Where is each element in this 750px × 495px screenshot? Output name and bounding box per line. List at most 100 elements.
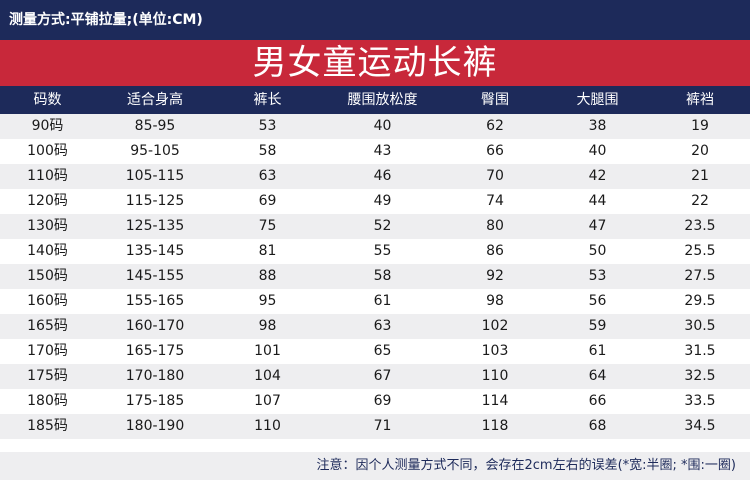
table-cell-pants-length: 81 — [258, 243, 277, 259]
table-cell-crotch: 33.5 — [684, 393, 716, 409]
table-cell-height: 155-165 — [125, 293, 185, 309]
table-cell-size: 110码 — [27, 168, 68, 184]
table-cell-height: 175-185 — [125, 393, 185, 409]
table-cell-size: 160码 — [27, 293, 68, 309]
table-cell-height: 85-95 — [134, 118, 176, 134]
table-cell-size: 90码 — [31, 118, 64, 134]
table-cell-size: 140码 — [27, 243, 68, 259]
table-cell-hip: 62 — [486, 118, 504, 134]
table-row: 150码 145-155 88 58 92 53 27.5 — [0, 264, 750, 289]
table-cell-size: 170码 — [27, 343, 68, 359]
table-cell-height: 180-190 — [125, 418, 185, 434]
table-cell-size: 185码 — [27, 418, 68, 434]
table-cell-height: 170-180 — [125, 368, 185, 384]
table-body: 90码 85-95 53 40 62 38 19 100码 95-105 58 43 66 40 20 11… — [0, 114, 750, 439]
table-row: 185码 180-190 110 71 118 68 34.5 — [0, 414, 750, 439]
table-cell-pants-length: 63 — [258, 168, 277, 184]
table-cell-hip: 118 — [481, 418, 509, 434]
title-banner: 男女童运动长裤 — [0, 40, 750, 86]
table-row: 110码 105-115 63 46 70 42 21 — [0, 164, 750, 189]
table-cell-thigh: 50 — [588, 243, 607, 259]
table-cell-thigh: 56 — [588, 293, 607, 309]
table-cell-hip: 66 — [486, 143, 504, 159]
table-cell-crotch: 22 — [691, 193, 709, 209]
table-cell-crotch: 29.5 — [684, 293, 716, 309]
table-cell-waist-relaxed: 71 — [373, 418, 392, 434]
table-row: 180码 175-185 107 69 114 66 33.5 — [0, 389, 750, 414]
column-header-size: 码数 — [33, 92, 62, 108]
table-cell-hip: 70 — [486, 168, 504, 184]
table-cell-thigh: 53 — [588, 268, 607, 284]
table-row: 170码 165-175 101 65 103 61 31.5 — [0, 339, 750, 364]
table-cell-waist-relaxed: 69 — [373, 393, 392, 409]
table-cell-crotch: 23.5 — [684, 218, 716, 234]
table-cell-pants-length: 88 — [258, 268, 277, 284]
table-cell-hip: 98 — [486, 293, 504, 309]
table-row: 160码 155-165 95 61 98 56 29.5 — [0, 289, 750, 314]
table-cell-crotch: 19 — [691, 118, 709, 134]
table-cell-size: 130码 — [27, 218, 68, 234]
table-cell-pants-length: 58 — [258, 143, 277, 159]
table-cell-hip: 114 — [481, 393, 509, 409]
table-cell-hip: 110 — [481, 368, 509, 384]
table-cell-size: 150码 — [27, 268, 68, 284]
table-row: 165码 160-170 98 63 102 59 30.5 — [0, 314, 750, 339]
table-row: 120码 115-125 69 49 74 44 22 — [0, 189, 750, 214]
table-cell-pants-length: 98 — [258, 318, 277, 334]
column-header-waist-relaxed: 腰围放松度 — [347, 92, 418, 108]
table-cell-thigh: 61 — [588, 343, 607, 359]
table-cell-thigh: 44 — [588, 193, 607, 209]
column-header-pants-length: 裤长 — [253, 92, 282, 108]
table-cell-waist-relaxed: 52 — [373, 218, 392, 234]
table-cell-waist-relaxed: 63 — [373, 318, 392, 334]
table-cell-hip: 92 — [486, 268, 504, 284]
table-cell-height: 135-145 — [125, 243, 185, 259]
table-cell-size: 165码 — [27, 318, 68, 334]
table-cell-pants-length: 110 — [254, 418, 281, 434]
column-header-hip: 臀围 — [481, 92, 509, 108]
error-note-text: 注意：因个人测量方式不同，会存在2cm左右的误差(*宽:半圈; *围:一圈) — [316, 458, 737, 473]
table-cell-pants-length: 107 — [254, 393, 281, 409]
table-cell-waist-relaxed: 61 — [373, 293, 392, 309]
table-cell-thigh: 40 — [588, 143, 607, 159]
table-cell-size: 120码 — [27, 193, 68, 209]
table-cell-thigh: 42 — [588, 168, 607, 184]
table-cell-crotch: 21 — [691, 168, 709, 184]
table-cell-size: 180码 — [27, 393, 68, 409]
table-cell-pants-length: 101 — [254, 343, 281, 359]
table-cell-height: 160-170 — [125, 318, 185, 334]
table-cell-waist-relaxed: 67 — [373, 368, 392, 384]
measurement-method-bar: 测量方式:平铺拉量;(单位:CM) — [0, 0, 750, 40]
measurement-method-text: 测量方式:平铺拉量;(单位:CM) — [9, 12, 203, 28]
table-cell-height: 115-125 — [125, 193, 185, 209]
table-cell-hip: 86 — [486, 243, 504, 259]
table-cell-hip: 102 — [481, 318, 509, 334]
table-cell-height: 125-135 — [125, 218, 185, 234]
table-row: 90码 85-95 53 40 62 38 19 — [0, 114, 750, 139]
table-row: 175码 170-180 104 67 110 64 32.5 — [0, 364, 750, 389]
table-cell-thigh: 38 — [588, 118, 607, 134]
table-row: 100码 95-105 58 43 66 40 20 — [0, 139, 750, 164]
table-cell-pants-length: 53 — [258, 118, 277, 134]
table-cell-waist-relaxed: 46 — [373, 168, 392, 184]
table-cell-hip: 103 — [481, 343, 509, 359]
table-cell-crotch: 25.5 — [684, 243, 716, 259]
table-cell-height: 95-105 — [130, 143, 180, 159]
table-row: 140码 135-145 81 55 86 50 25.5 — [0, 239, 750, 264]
table-cell-waist-relaxed: 65 — [373, 343, 392, 359]
footer-note: 注意：因个人测量方式不同，会存在2cm左右的误差(*宽:半圈; *围:一圈) — [0, 452, 750, 480]
table-cell-pants-length: 75 — [258, 218, 277, 234]
column-header-thigh: 大腿围 — [576, 92, 619, 108]
table-cell-waist-relaxed: 43 — [373, 143, 392, 159]
table-cell-hip: 74 — [486, 193, 504, 209]
table-cell-thigh: 66 — [588, 393, 607, 409]
table-cell-size: 175码 — [27, 368, 68, 384]
column-header-crotch: 裤裆 — [686, 92, 714, 108]
table-cell-thigh: 64 — [588, 368, 607, 384]
table-cell-size: 100码 — [27, 143, 68, 159]
table-row: 130码 125-135 75 52 80 47 23.5 — [0, 214, 750, 239]
table-cell-hip: 80 — [486, 218, 504, 234]
table-cell-waist-relaxed: 49 — [373, 193, 392, 209]
column-header-height: 适合身高 — [127, 92, 183, 108]
table-cell-height: 165-175 — [125, 343, 185, 359]
